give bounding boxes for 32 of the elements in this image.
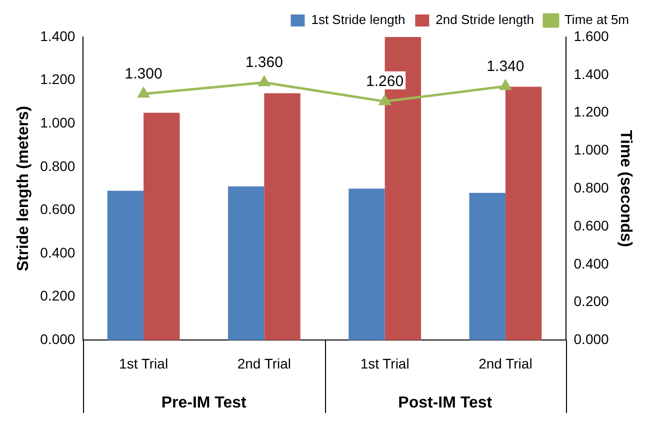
y-tick-label: 1.000 xyxy=(40,114,76,130)
x-tick-label: 2nd Trial xyxy=(237,355,292,372)
y2-tick-label: 0.600 xyxy=(574,217,610,234)
x-tick-label: 1st Trial xyxy=(360,355,410,372)
data-label: 1.260 xyxy=(366,73,404,90)
y2-tick-label: 1.600 xyxy=(574,28,610,44)
y-tick-label: 0.000 xyxy=(40,331,76,348)
data-label: 1.340 xyxy=(486,58,524,75)
data-label: 1.360 xyxy=(245,54,283,72)
legend-label: 1st Stride length xyxy=(311,12,406,28)
y2-tick-label: 0.200 xyxy=(574,293,610,310)
x-tick-label: 2nd Trial xyxy=(478,355,532,372)
text: Post-IM Test xyxy=(398,394,493,412)
y-axis-title: Stride length (meters) xyxy=(15,106,32,272)
legend-label: 2nd Stride length xyxy=(436,12,534,28)
y2-axis-title: Time (seconds) xyxy=(616,130,634,248)
y2-tick-label: 1.000 xyxy=(574,142,610,158)
y2-tick-label: 0.400 xyxy=(574,255,610,272)
data-label: 1.300 xyxy=(124,65,162,82)
y-tick-label: 0.200 xyxy=(40,288,76,304)
x-tick-label: 1st Trial xyxy=(119,355,168,372)
y-tick-label: 0.400 xyxy=(40,244,76,260)
y-tick-label: 0.600 xyxy=(40,201,76,218)
y2-tick-label: 1.200 xyxy=(574,104,610,120)
legend-label: Time at 5m xyxy=(564,12,629,28)
text: Pre-IM Test xyxy=(161,394,248,412)
y2-tick-label: 0.800 xyxy=(574,179,610,196)
y-tick-label: 1.200 xyxy=(40,71,76,88)
y2-tick-label: 0.000 xyxy=(574,331,610,348)
y-tick-label: 1.400 xyxy=(40,28,76,44)
y2-tick-label: 1.400 xyxy=(574,66,610,82)
y-tick-label: 0.800 xyxy=(40,158,76,174)
